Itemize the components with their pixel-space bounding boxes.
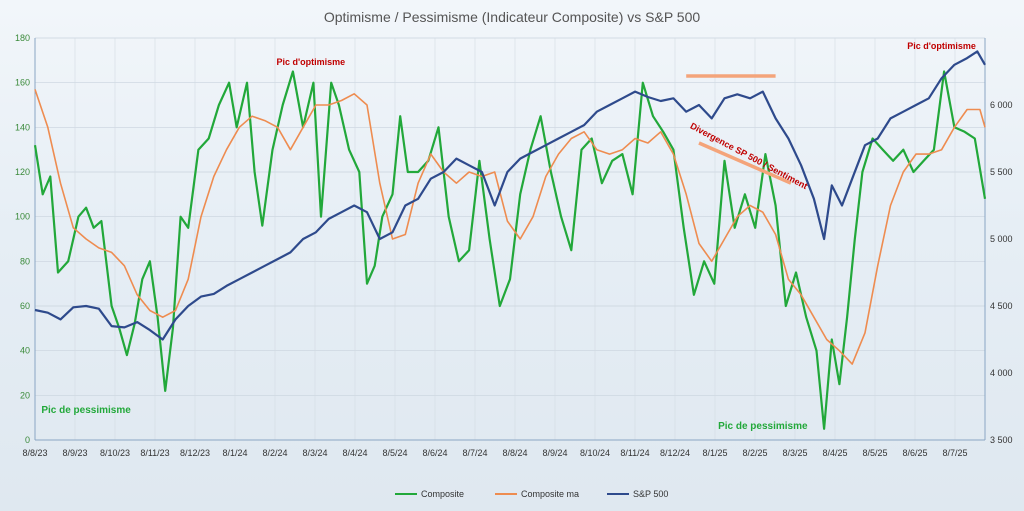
x-tick-label: 8/1/25 <box>702 448 727 458</box>
y-left-tick-label: 180 <box>15 33 30 43</box>
x-tick-label: 8/4/24 <box>342 448 367 458</box>
annotation-label: Pic d'optimisme <box>276 57 345 67</box>
x-tick-label: 8/9/24 <box>542 448 567 458</box>
annotation-label: Pic de pessimisme <box>41 405 131 416</box>
series-line-composite <box>33 70 987 430</box>
annotation-label: Pic d'optimisme <box>907 41 976 51</box>
chart-title: Optimisme / Pessimisme (Indicateur Compo… <box>324 9 701 25</box>
legend-label: Composite <box>421 489 464 499</box>
y-left-tick-label: 100 <box>15 212 30 222</box>
y-left-tick-label: 80 <box>20 256 30 266</box>
x-tick-label: 8/11/24 <box>620 448 649 458</box>
axes: 0 20 40 60 80 100 120 140 160 180 3 500 4 000 4 500 5… <box>15 33 1013 458</box>
series-line-composite-ma <box>34 89 986 365</box>
legend-label: S&P 500 <box>633 489 668 499</box>
y-right-tick-label: 3 500 <box>990 435 1013 445</box>
y-left-tick-label: 160 <box>15 78 30 88</box>
x-tick-label: 8/2/25 <box>742 448 767 458</box>
annotation-label: Pic de pessimisme <box>718 421 808 432</box>
x-tick-label: 8/12/23 <box>180 448 210 458</box>
x-tick-label: 8/12/24 <box>660 448 690 458</box>
y-left-tick-label: 140 <box>15 122 30 132</box>
y-left-tick-label: 20 <box>20 390 30 400</box>
y-left-tick-label: 60 <box>20 301 30 311</box>
x-tick-label: 8/9/23 <box>62 448 87 458</box>
y-left-tick-label: 40 <box>20 346 30 356</box>
legend: Composite Composite ma S&P 500 <box>395 489 668 499</box>
y-right-tick-label: 4 500 <box>990 301 1013 311</box>
x-tick-label: 8/7/25 <box>942 448 967 458</box>
x-tick-label: 8/10/24 <box>580 448 610 458</box>
grid <box>34 37 985 441</box>
x-tick-label: 8/7/24 <box>462 448 487 458</box>
x-tick-label: 8/11/23 <box>140 448 169 458</box>
x-tick-label: 8/8/24 <box>502 448 527 458</box>
series-line-s-p-500 <box>34 50 986 341</box>
x-tick-label: 8/8/23 <box>22 448 47 458</box>
x-tick-label: 8/2/24 <box>262 448 287 458</box>
divergence-line <box>698 141 792 185</box>
y-right-tick-label: 5 500 <box>990 167 1013 177</box>
legend-label: Composite ma <box>521 489 579 499</box>
x-tick-label: 8/6/24 <box>422 448 447 458</box>
x-tick-label: 8/5/25 <box>862 448 887 458</box>
y-right-tick-label: 6 000 <box>990 100 1013 110</box>
x-tick-label: 8/10/23 <box>100 448 130 458</box>
x-tick-label: 8/1/24 <box>222 448 247 458</box>
x-tick-label: 8/3/24 <box>302 448 327 458</box>
annotation-label: Divergence SP 500 / Sentiment <box>689 121 810 192</box>
y-right-tick-label: 5 000 <box>990 234 1013 244</box>
series-group <box>33 50 987 430</box>
x-tick-label: 8/6/25 <box>902 448 927 458</box>
x-tick-label: 8/5/24 <box>382 448 407 458</box>
y-left-tick-label: 0 <box>25 435 30 445</box>
annotations: Pic d'optimisme Pic d'optimisme Pic de pes… <box>41 41 976 432</box>
y-right-tick-label: 4 000 <box>990 368 1013 378</box>
y-left-tick-label: 120 <box>15 167 30 177</box>
x-tick-label: 8/3/25 <box>782 448 807 458</box>
x-tick-label: 8/4/25 <box>822 448 847 458</box>
